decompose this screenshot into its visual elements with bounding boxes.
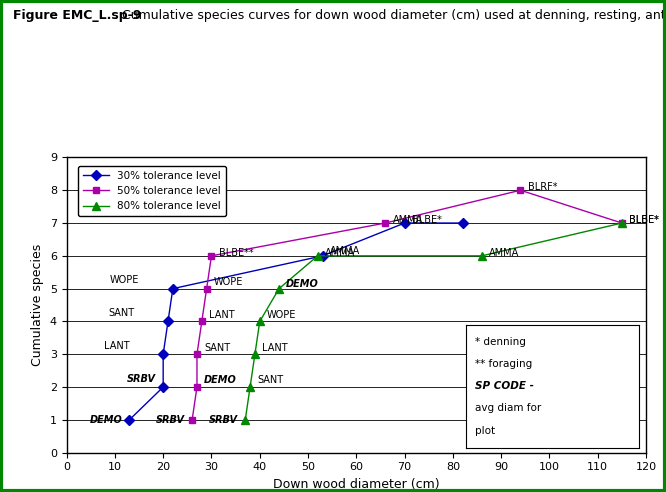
50% tolerance level <box>381 220 389 226</box>
Text: AMMA: AMMA <box>325 247 355 257</box>
Y-axis label: Cumulative species: Cumulative species <box>31 244 44 366</box>
80% tolerance level <box>241 417 249 423</box>
50% tolerance level <box>202 286 210 292</box>
Text: plot: plot <box>475 426 495 435</box>
Text: SANT: SANT <box>108 308 135 318</box>
Line: 30% tolerance level: 30% tolerance level <box>126 219 466 423</box>
Text: DEMO: DEMO <box>204 375 237 385</box>
Text: SRBV: SRBV <box>209 415 238 425</box>
Text: SRBV: SRBV <box>127 374 156 384</box>
30% tolerance level <box>169 286 177 292</box>
Text: BLBE*: BLBE* <box>412 215 442 225</box>
Text: DEMO: DEMO <box>286 279 319 289</box>
Text: Figure EMC_L.sp-9: Figure EMC_L.sp-9 <box>13 9 142 22</box>
Text: AMMA: AMMA <box>330 246 360 256</box>
Text: LANT: LANT <box>104 341 129 351</box>
Text: SRBV: SRBV <box>156 415 185 425</box>
Text: SP CODE -: SP CODE - <box>475 381 533 391</box>
Text: BLBE*: BLBE* <box>629 215 659 225</box>
X-axis label: Down wood diameter (cm): Down wood diameter (cm) <box>273 478 440 491</box>
Text: avg diam for: avg diam for <box>475 403 541 413</box>
50% tolerance level <box>207 253 215 259</box>
Text: WOPE: WOPE <box>214 277 243 287</box>
50% tolerance level <box>517 187 525 193</box>
Text: . Cumulative species curves for down wood diameter (cm) used at denning, resting: . Cumulative species curves for down woo… <box>115 9 666 22</box>
80% tolerance level <box>246 384 254 390</box>
Legend: 30% tolerance level, 50% tolerance level, 80% tolerance level: 30% tolerance level, 50% tolerance level… <box>78 166 226 216</box>
80% tolerance level <box>251 351 259 357</box>
Line: 50% tolerance level: 50% tolerance level <box>188 187 625 423</box>
30% tolerance level <box>159 351 167 357</box>
Text: BLBE**: BLBE** <box>218 247 253 257</box>
80% tolerance level <box>275 286 283 292</box>
50% tolerance level <box>198 318 206 324</box>
Text: WOPE: WOPE <box>267 310 296 320</box>
80% tolerance level <box>314 253 322 259</box>
Text: LANT: LANT <box>209 310 234 320</box>
30% tolerance level <box>401 220 409 226</box>
Text: * denning: * denning <box>475 337 525 347</box>
30% tolerance level <box>318 253 326 259</box>
50% tolerance level <box>188 417 196 423</box>
Text: AMMA: AMMA <box>489 247 519 257</box>
30% tolerance level <box>458 220 466 226</box>
Text: BLBE*: BLBE* <box>629 215 659 225</box>
Text: DEMO: DEMO <box>89 415 122 425</box>
50% tolerance level <box>193 351 201 357</box>
80% tolerance level <box>256 318 264 324</box>
50% tolerance level <box>193 384 201 390</box>
80% tolerance level <box>618 220 626 226</box>
30% tolerance level <box>159 384 167 390</box>
30% tolerance level <box>164 318 172 324</box>
Text: SANT: SANT <box>204 343 230 353</box>
Text: LANT: LANT <box>262 343 288 353</box>
30% tolerance level <box>125 417 133 423</box>
Text: WOPE: WOPE <box>110 276 139 285</box>
80% tolerance level <box>478 253 486 259</box>
50% tolerance level <box>618 220 626 226</box>
Text: AMMA: AMMA <box>392 215 423 225</box>
Text: SANT: SANT <box>257 375 284 385</box>
Text: ** foraging: ** foraging <box>475 359 532 369</box>
Line: 80% tolerance level: 80% tolerance level <box>241 219 626 424</box>
Text: BLRF*: BLRF* <box>527 182 557 192</box>
